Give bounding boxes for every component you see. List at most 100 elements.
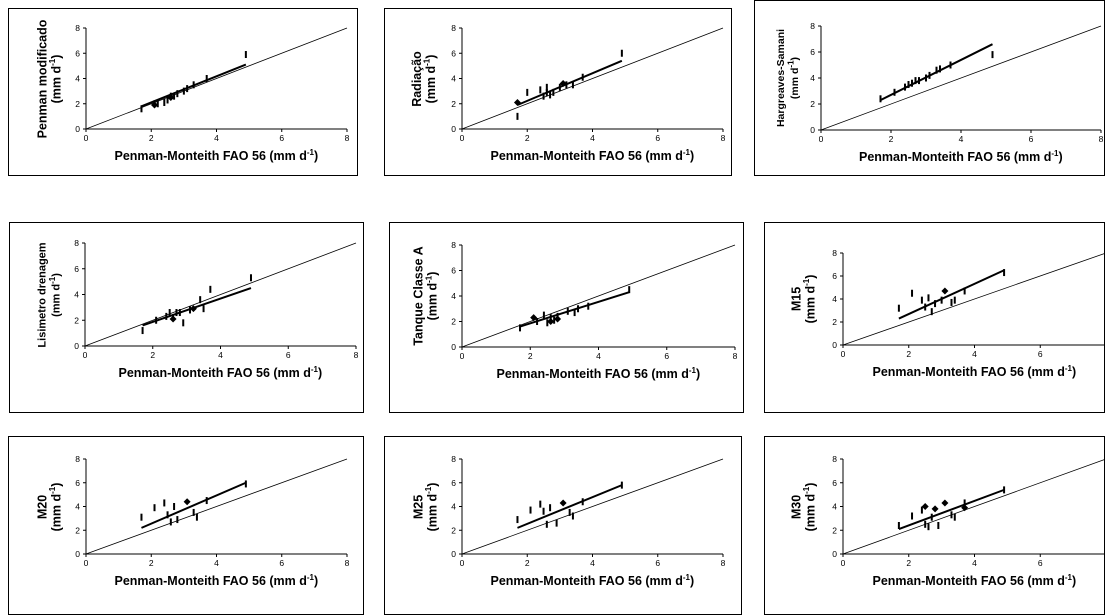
data-point [516, 112, 519, 120]
data-point [904, 83, 906, 91]
data-point [914, 77, 917, 85]
x-axis-label: Penman-Monteith FAO 56 (mm d-1) [859, 149, 1063, 164]
data-point [545, 520, 548, 528]
x-axis-label-close: ) [318, 366, 323, 380]
x-axis-label-exponent: -1 [682, 572, 691, 582]
x-tick-label: 0 [841, 558, 846, 568]
one-to-one-line [461, 244, 736, 348]
y-tick-label: 2 [75, 525, 80, 535]
data-point [199, 296, 202, 304]
y-tick-label: 0 [75, 549, 80, 559]
y-axis-label-name: Hargreaves-Samani [775, 28, 788, 128]
data-point [519, 324, 522, 332]
regression-line [517, 59, 623, 106]
y-tick-label: 4 [75, 74, 80, 84]
data-point [542, 507, 545, 515]
data-point [907, 81, 910, 88]
data-point [536, 318, 539, 325]
x-tick-label: 2 [150, 350, 155, 360]
y-tick-label: 0 [832, 549, 837, 559]
x-axis-label-exponent: -1 [306, 147, 315, 157]
data-point-diamond [189, 305, 197, 313]
y-tick-label: 0 [74, 341, 79, 351]
data-point [587, 302, 590, 310]
y-tick-label: 8 [451, 454, 456, 464]
data-point [249, 274, 252, 282]
regression-line [141, 481, 247, 529]
data-point [953, 513, 956, 521]
x-axis-label-exponent: -1 [310, 364, 319, 374]
y-tick-label: 6 [832, 271, 837, 281]
scatter-plot: 0 2 4 6 8 0 2 4 6 8 [451, 240, 738, 361]
data-point [153, 504, 156, 512]
x-tick-label: 0 [460, 351, 465, 361]
data-point-diamond [941, 287, 949, 295]
data-point [545, 88, 548, 96]
y-tick-label: 8 [832, 454, 837, 464]
y-tick-label: 0 [451, 342, 456, 352]
y-tick-label: 2 [832, 317, 837, 327]
data-point-diamond [941, 499, 949, 507]
data-point [155, 316, 158, 324]
data-point [186, 85, 189, 93]
data-point [927, 294, 930, 302]
data-point [175, 309, 178, 317]
data-point-diamond [183, 498, 191, 506]
y-tick-label: 8 [451, 240, 456, 250]
data-point [244, 480, 247, 488]
y-axis-label: Hargreaves-Samani (mm d-1) [774, 29, 802, 127]
data-point [577, 305, 580, 313]
x-tick-label: 2 [528, 351, 533, 361]
y-tick-label: 6 [451, 478, 456, 488]
x-tick-label: 4 [218, 350, 223, 360]
chart-panel-7: 0 2 4 6 8 0 2 4 6 8 Penman-Monteith FAO 56 (mm d-1… [8, 436, 364, 615]
y-axis-label-name: M20 [34, 494, 49, 519]
x-tick-label: 4 [972, 349, 977, 359]
y-tick-label: 2 [75, 99, 80, 109]
chart-panel-3: 0 2 4 6 8 0 2 4 6 8 Penman-Monteith FAO 56 (mm d-1… [754, 0, 1105, 176]
y-tick-label: 4 [451, 74, 456, 84]
data-point [953, 296, 956, 304]
data-point [566, 307, 569, 315]
x-tick-label: 8 [733, 351, 738, 361]
y-axis-label: Penman modificado (mm d-1) [35, 19, 63, 138]
data-point [189, 306, 192, 314]
data-point [620, 481, 623, 489]
x-tick-label: 2 [149, 558, 154, 568]
data-point [545, 83, 548, 91]
data-point-diamond [151, 101, 159, 109]
data-point [176, 516, 179, 524]
data-point [552, 88, 555, 96]
x-tick-label: 6 [655, 133, 660, 143]
data-point [140, 105, 143, 113]
data-point [516, 516, 519, 524]
x-tick-label: 0 [83, 350, 88, 360]
x-axis-label: Penman-Monteith FAO 56 (mm d-1) [873, 572, 1077, 588]
x-axis-label-close: ) [314, 574, 319, 588]
data-point [192, 81, 195, 89]
data-point [549, 504, 552, 512]
y-tick-label: 4 [810, 73, 815, 83]
x-tick-label: 6 [1038, 558, 1043, 568]
y-axis-label: M20 (mm d-1) [35, 482, 63, 531]
data-point [166, 511, 169, 519]
data-point [166, 96, 169, 104]
data-point [173, 503, 176, 510]
data-point [168, 309, 171, 317]
data-point [568, 508, 571, 516]
data-point [529, 506, 532, 514]
scatter-plot: 0 2 4 6 8 0 2 4 6 8 [451, 454, 725, 568]
data-point [927, 523, 930, 531]
data-point-diamond [513, 98, 521, 106]
x-axis-label-close: ) [690, 149, 695, 163]
x-axis-label-exponent: -1 [1064, 572, 1073, 582]
y-axis-label-name: Tanque Classe A [411, 246, 426, 346]
regression-line [898, 269, 1005, 320]
y-tick-label: 2 [451, 525, 456, 535]
chart-panel-4: 0 2 4 6 8 0 2 4 6 8 Penman-Monteith FAO 56 (mm d-1… [9, 222, 364, 413]
scatter-plot: 0 2 4 6 8 0 2 4 6 8 [810, 21, 1103, 144]
x-tick-label: 4 [214, 558, 219, 568]
data-point [165, 312, 168, 320]
data-point [205, 75, 208, 82]
data-point [935, 66, 938, 74]
